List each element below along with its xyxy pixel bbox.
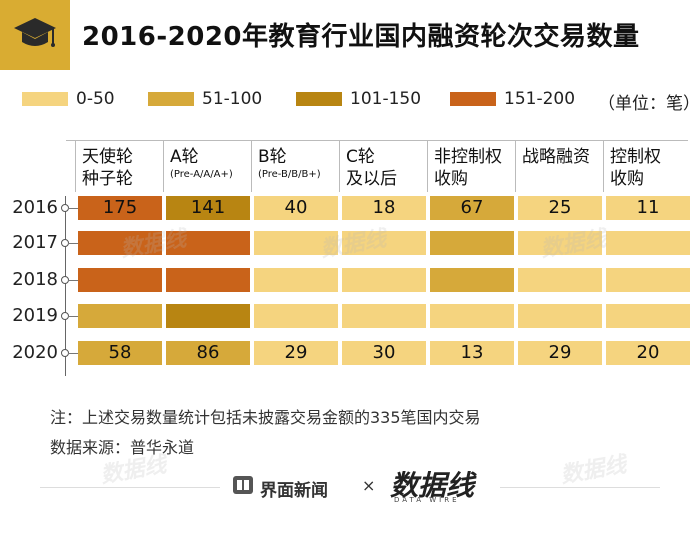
table-cell xyxy=(606,268,690,292)
table-cell xyxy=(518,304,602,328)
chart-title: 2016-2020年教育行业国内融资轮次交易数量 xyxy=(82,22,640,52)
column-divider xyxy=(251,140,252,192)
table-cell xyxy=(342,231,426,255)
table-cell xyxy=(342,268,426,292)
column-header: B轮 (Pre-B/B/B+) xyxy=(258,146,321,182)
column-header-line1: 非控制权 xyxy=(434,147,502,167)
logo-box xyxy=(0,0,70,70)
table-cell xyxy=(78,304,162,328)
legend-label: 151-200 xyxy=(504,89,576,109)
column-header: C轮 及以后 xyxy=(346,146,397,190)
table-cell xyxy=(166,268,250,292)
table-cell: 18 xyxy=(342,196,426,220)
timeline-tick xyxy=(68,280,78,281)
column-divider xyxy=(75,140,76,192)
source-note: 数据来源：普华永道 xyxy=(50,438,195,457)
column-header: A轮 (Pre-A/A/A+) xyxy=(170,146,233,182)
column-header-line1: A轮 xyxy=(170,147,199,167)
table-cell xyxy=(166,231,250,255)
table-cell: 29 xyxy=(518,341,602,365)
timeline-axis xyxy=(65,196,66,376)
header: 2016-2020年教育行业国内融资轮次交易数量 xyxy=(0,0,700,70)
table-cell: 58 xyxy=(78,341,162,365)
table-cell xyxy=(342,304,426,328)
table-cell: 11 xyxy=(606,196,690,220)
column-header-line2: 种子轮 xyxy=(82,169,133,189)
column-header: 非控制权 收购 xyxy=(434,146,502,190)
column-header-line2: 收购 xyxy=(434,169,468,189)
year-label: 2018 xyxy=(12,269,58,290)
table-cell: 30 xyxy=(342,341,426,365)
column-divider xyxy=(515,140,516,192)
table-cell: 141 xyxy=(166,196,250,220)
column-divider xyxy=(427,140,428,192)
table-cell xyxy=(78,231,162,255)
footnote: 注：上述交易数量统计包括未披露交易金额的335笔国内交易 xyxy=(50,408,481,427)
table-cell xyxy=(518,231,602,255)
year-label: 2019 xyxy=(12,305,58,326)
legend-label: 101-150 xyxy=(350,89,422,109)
column-header-line1: 控制权 xyxy=(610,147,661,167)
footer-divider-left xyxy=(40,487,220,488)
column-header-line2: 及以后 xyxy=(346,169,397,189)
column-divider xyxy=(163,140,164,192)
timeline-tick xyxy=(68,316,78,317)
table-cell xyxy=(254,231,338,255)
legend-swatch xyxy=(148,92,194,106)
table-cell: 20 xyxy=(606,341,690,365)
times-symbol: × xyxy=(362,476,376,495)
graduation-cap-icon xyxy=(14,18,56,47)
partner-logo-subtitle: DATA WIRE xyxy=(394,496,460,504)
partner-logo: 数据线 xyxy=(390,469,475,502)
footer: 界面新闻 × 数据线 DATA WIRE xyxy=(0,468,700,506)
table-cell xyxy=(254,268,338,292)
footer-divider-right xyxy=(500,487,660,488)
column-divider xyxy=(603,140,604,192)
year-label: 2016 xyxy=(12,197,58,218)
column-header: 战略融资 xyxy=(522,146,590,168)
column-divider xyxy=(339,140,340,192)
table-cell: 40 xyxy=(254,196,338,220)
legend: 0-50 51-100 101-150 151-200 （单位：笔） xyxy=(22,88,700,114)
table-cell xyxy=(518,268,602,292)
year-label: 2020 xyxy=(12,342,58,363)
column-header: 控制权 收购 xyxy=(610,146,661,190)
legend-label: 51-100 xyxy=(202,89,263,109)
unit-label: （单位：笔） xyxy=(598,94,700,114)
brand-name: 界面新闻 xyxy=(260,481,328,501)
column-header-line1: 战略融资 xyxy=(522,147,590,167)
table-cell xyxy=(430,268,514,292)
table-cell: 86 xyxy=(166,341,250,365)
column-header-line1: B轮 xyxy=(258,147,287,167)
column-header-sub: (Pre-B/B/B+) xyxy=(258,169,321,180)
legend-label: 0-50 xyxy=(76,89,115,109)
column-header: 天使轮 种子轮 xyxy=(82,146,133,190)
table-cell: 29 xyxy=(254,341,338,365)
column-header-line1: 天使轮 xyxy=(82,147,133,167)
table-cell xyxy=(606,231,690,255)
column-header-sub: (Pre-A/A/A+) xyxy=(170,169,233,180)
column-header-line2: 收购 xyxy=(610,169,644,189)
table-cell xyxy=(254,304,338,328)
legend-swatch xyxy=(450,92,496,106)
timeline-tick xyxy=(68,208,78,209)
table-cell xyxy=(606,304,690,328)
table-cell xyxy=(166,304,250,328)
table-top-rule xyxy=(66,140,688,141)
table-cell: 13 xyxy=(430,341,514,365)
table-cell xyxy=(78,268,162,292)
table-cell xyxy=(430,231,514,255)
legend-swatch xyxy=(296,92,342,106)
table-cell xyxy=(430,304,514,328)
table-cell: 175 xyxy=(78,196,162,220)
table-cell: 67 xyxy=(430,196,514,220)
jiemian-logo-icon xyxy=(233,476,253,494)
column-header-line1: C轮 xyxy=(346,147,375,167)
legend-swatch xyxy=(22,92,68,106)
table-cell: 25 xyxy=(518,196,602,220)
year-label: 2017 xyxy=(12,232,58,253)
timeline-tick xyxy=(68,353,78,354)
timeline-tick xyxy=(68,243,78,244)
